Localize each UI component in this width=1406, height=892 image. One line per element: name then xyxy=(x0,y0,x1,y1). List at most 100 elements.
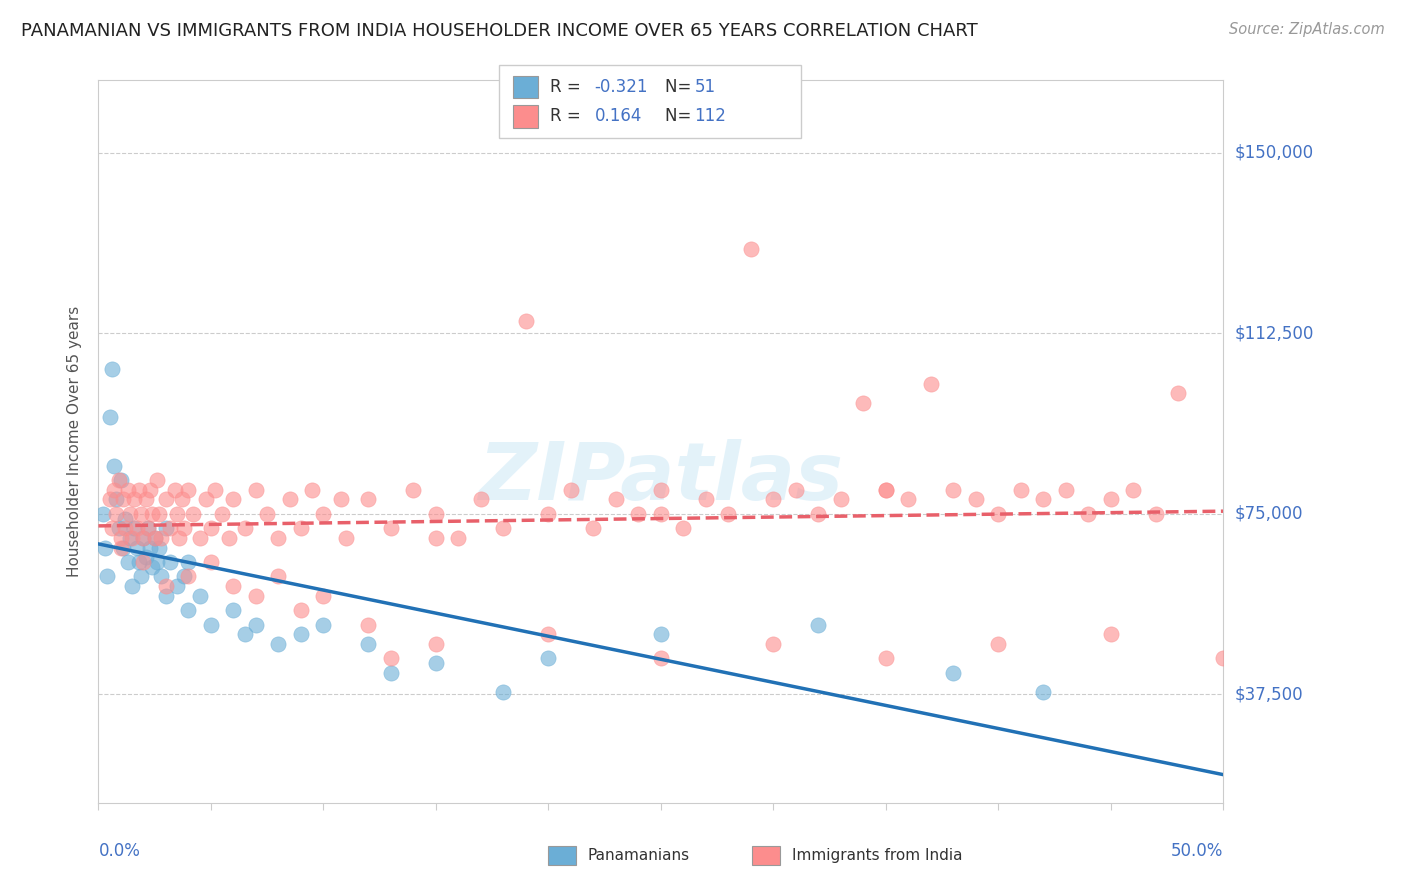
Point xyxy=(425,656,447,670)
Point xyxy=(124,521,146,535)
Y-axis label: Householder Income Over 65 years: Householder Income Over 65 years xyxy=(67,306,83,577)
Point xyxy=(117,483,139,497)
Point xyxy=(987,637,1010,651)
Point xyxy=(139,483,162,497)
Text: $75,000: $75,000 xyxy=(1234,505,1303,523)
Point xyxy=(278,492,301,507)
Point xyxy=(124,492,146,507)
Point xyxy=(141,507,163,521)
Point xyxy=(155,589,177,603)
Point xyxy=(875,483,897,497)
Point xyxy=(107,521,129,535)
Point xyxy=(177,569,200,583)
Point xyxy=(204,483,226,497)
Text: $112,500: $112,500 xyxy=(1234,324,1313,343)
Point xyxy=(357,617,380,632)
Point xyxy=(537,627,560,641)
Point xyxy=(103,483,125,497)
Point xyxy=(148,541,170,555)
Point xyxy=(146,555,169,569)
Point xyxy=(136,521,159,535)
Point xyxy=(650,507,672,521)
Point xyxy=(169,531,191,545)
Point xyxy=(110,531,132,545)
Text: 0.0%: 0.0% xyxy=(98,842,141,860)
Point xyxy=(875,651,897,665)
Point xyxy=(301,483,323,497)
Point xyxy=(830,492,852,507)
Point xyxy=(98,492,121,507)
Point xyxy=(159,521,181,535)
Point xyxy=(132,531,155,545)
Point xyxy=(920,376,942,391)
Point xyxy=(129,507,152,521)
Point xyxy=(159,555,181,569)
Point xyxy=(222,579,245,593)
Point xyxy=(148,507,170,521)
Point xyxy=(807,507,830,521)
Point xyxy=(537,651,560,665)
Point xyxy=(290,521,312,535)
Point xyxy=(1032,492,1054,507)
Point xyxy=(135,492,157,507)
Point xyxy=(245,617,267,632)
Point xyxy=(897,492,920,507)
Point xyxy=(330,492,353,507)
Point xyxy=(121,579,143,593)
Point xyxy=(425,531,447,545)
Point xyxy=(112,492,135,507)
Point xyxy=(195,492,218,507)
Point xyxy=(114,521,136,535)
Point xyxy=(942,665,965,680)
Point xyxy=(1077,507,1099,521)
Text: N=: N= xyxy=(665,78,696,96)
Point xyxy=(650,627,672,641)
Point xyxy=(103,458,125,473)
Point xyxy=(312,589,335,603)
Text: Immigrants from India: Immigrants from India xyxy=(792,848,962,863)
Point xyxy=(128,555,150,569)
Point xyxy=(335,531,357,545)
Point xyxy=(1144,507,1167,521)
Point xyxy=(267,637,290,651)
Point xyxy=(117,555,139,569)
Text: 112: 112 xyxy=(695,107,727,126)
Point xyxy=(1099,492,1122,507)
Point xyxy=(155,492,177,507)
Point xyxy=(537,507,560,521)
Point xyxy=(150,531,173,545)
Point xyxy=(762,492,785,507)
Point xyxy=(256,507,278,521)
Point xyxy=(125,521,148,535)
Point xyxy=(200,521,222,535)
Point xyxy=(105,492,128,507)
Point xyxy=(143,531,166,545)
Point xyxy=(233,627,256,641)
Point xyxy=(560,483,582,497)
Point xyxy=(218,531,240,545)
Point xyxy=(717,507,740,521)
Point xyxy=(695,492,717,507)
Point xyxy=(425,507,447,521)
Point xyxy=(163,483,186,497)
Point xyxy=(125,541,148,555)
Point xyxy=(875,483,897,497)
Point xyxy=(762,637,785,651)
Point xyxy=(402,483,425,497)
Point xyxy=(105,507,128,521)
Point xyxy=(181,507,204,521)
Point xyxy=(91,507,114,521)
Text: 0.164: 0.164 xyxy=(595,107,643,126)
Point xyxy=(118,507,141,521)
Text: Panamanians: Panamanians xyxy=(588,848,690,863)
Point xyxy=(492,685,515,699)
Point xyxy=(146,473,169,487)
Point xyxy=(267,531,290,545)
Point xyxy=(173,521,195,535)
Point xyxy=(1122,483,1144,497)
Point xyxy=(177,483,200,497)
Point xyxy=(740,242,762,256)
Point xyxy=(98,410,121,425)
Point xyxy=(785,483,807,497)
Point xyxy=(188,531,211,545)
